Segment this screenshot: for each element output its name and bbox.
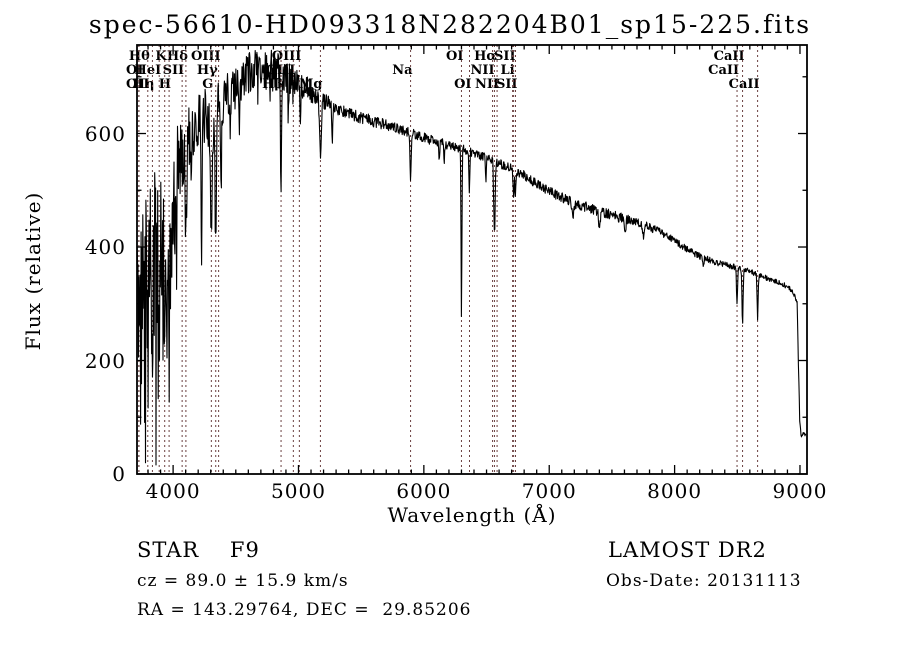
x-tick-label: 5000 [271, 479, 326, 503]
spectrum-curve [136, 49, 807, 466]
spectral-line-label: OI [446, 49, 464, 64]
spectral-line-label: G [202, 77, 214, 92]
spectral-line-label: Na [392, 63, 413, 78]
x-tick-label: 7000 [521, 479, 577, 503]
spectral-line-label: Li [500, 63, 515, 78]
spectral-line-label: CaII [708, 63, 740, 78]
survey-release-label: LAMOST DR2 [608, 538, 767, 562]
spectral-line-label: OIII [271, 49, 302, 64]
x-tick-label: 8000 [647, 479, 703, 503]
classification-label: STAR F9 [137, 538, 260, 562]
x-axis-label: Wavelength (Å) [387, 503, 557, 527]
spectral-line-label: OIII [191, 49, 221, 64]
spectral-line-label: Hγ [196, 63, 218, 78]
spectral-line-label: NII [470, 63, 495, 78]
spectral-line-label: OI [454, 77, 472, 92]
spectral-line-label: SII [162, 63, 185, 78]
y-tick-label: 0 [112, 462, 126, 486]
spectral-line-label: H [158, 77, 172, 92]
y-tick-label: 200 [84, 348, 126, 373]
spectral-line-label: Hα [474, 49, 497, 64]
spectral-line-label: CaII [713, 49, 745, 64]
y-tick-label: 400 [84, 235, 126, 260]
spectral-line-label: SII [494, 49, 516, 64]
spectral-line-label: K [155, 49, 167, 64]
x-tick-label: 6000 [396, 479, 452, 503]
spectral-line-label: SII [495, 77, 518, 92]
x-tick-label: 4000 [145, 479, 201, 503]
spectral-line-label: Hη [132, 77, 155, 92]
x-tick-label: 9000 [772, 479, 828, 503]
y-tick-label: 600 [84, 121, 126, 146]
ra-dec-label: RA = 143.29764, DEC = 29.85206 [137, 600, 472, 620]
spectral-line-label: CaII [728, 77, 760, 92]
spectral-line-label: OI [126, 63, 144, 78]
radial-velocity-label: cz = 89.0 ± 15.9 km/s [137, 571, 349, 591]
spectral-line-label: Hδ [166, 49, 188, 64]
obs-date-label: Obs-Date: 20131113 [606, 571, 802, 591]
plot-title: spec-56610-HD093318N282204B01_sp15-225.f… [88, 10, 812, 39]
